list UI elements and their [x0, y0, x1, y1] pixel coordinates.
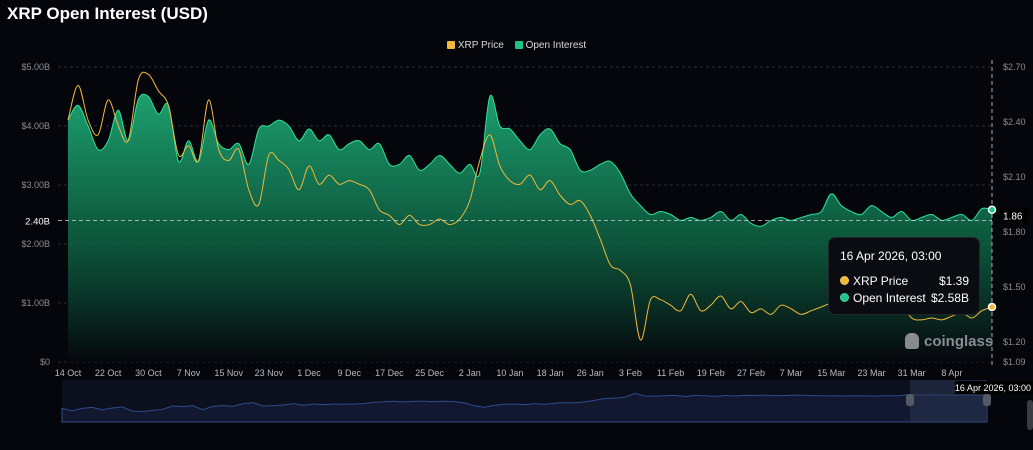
x-tick-label: 17 Dec — [375, 368, 404, 378]
navigator-handle[interactable] — [983, 394, 991, 406]
right-tick-label: $2.40 — [1003, 117, 1026, 127]
x-tick-label: 1 Dec — [297, 368, 321, 378]
x-tick-label: 7 Nov — [177, 368, 201, 378]
x-tick-label: 14 Oct — [55, 368, 82, 378]
right-tick-label: $1.09 — [1003, 357, 1026, 367]
x-tick-label: 19 Feb — [697, 368, 725, 378]
oi-hover-marker — [987, 205, 997, 215]
x-tick-label: 3 Feb — [619, 368, 642, 378]
x-tick-label: 10 Jan — [496, 368, 523, 378]
x-tick-label: 7 Mar — [780, 368, 803, 378]
x-tick-label: 18 Jan — [537, 368, 564, 378]
x-tick-label: 23 Nov — [255, 368, 284, 378]
crosshair-left-label-bg — [20, 212, 54, 229]
tooltip-date: 16 Apr 2026, 03:00 — [840, 249, 942, 263]
left-tick-label: $5.00B — [21, 62, 50, 72]
coinglass-watermark: coinglass — [905, 333, 993, 350]
x-tick-label: 31 Mar — [898, 368, 926, 378]
crosshair-right-label-bg — [998, 207, 1028, 223]
left-tick-label: $3.00B — [21, 180, 50, 190]
right-tick-label: $1.50 — [1003, 282, 1026, 292]
oi-area — [68, 94, 992, 362]
x-tick-label: 2 Jan — [459, 368, 481, 378]
left-tick-label: $0 — [40, 357, 50, 367]
legend-item-oi[interactable]: Open Interest — [514, 40, 586, 51]
x-tick-label: 22 Oct — [95, 368, 122, 378]
price-swatch-icon — [446, 41, 455, 49]
crosshair-x-label-bg — [955, 381, 1033, 394]
scrollbar[interactable] — [1027, 400, 1033, 430]
left-tick-label: $2.00B — [21, 239, 50, 249]
x-tick-label: 9 Dec — [337, 368, 361, 378]
page-title: XRP Open Interest (USD) — [7, 4, 208, 23]
legend: XRP Price Open Interest — [0, 40, 1033, 51]
x-tick-label: 15 Mar — [817, 368, 845, 378]
crosshair-x-label: 16 Apr 2026, 03:00 — [955, 383, 1031, 393]
x-tick-label: 11 Feb — [657, 368, 684, 378]
coinglass-logo-icon — [905, 333, 919, 349]
right-tick-label: $2.70 — [1003, 62, 1026, 72]
left-tick-label: $4.00B — [21, 121, 50, 131]
right-tick-label: $2.10 — [1003, 172, 1026, 182]
x-tick-label: 26 Jan — [577, 368, 604, 378]
oi-dot-icon — [840, 293, 849, 302]
x-tick-label: 15 Nov — [214, 368, 243, 378]
x-tick-label: 25 Dec — [415, 368, 444, 378]
tooltip: 16 Apr 2026, 03:00 XRP Price $1.39 Open I… — [828, 237, 980, 315]
navigator-series — [61, 392, 988, 423]
crosshair-right-label: 1.86 — [1003, 211, 1023, 222]
oi-swatch-icon — [514, 41, 523, 49]
left-tick-label: $1.00B — [21, 298, 50, 308]
tooltip-row-price: XRP Price $1.39 — [840, 274, 969, 288]
navigator-handle[interactable] — [906, 394, 914, 406]
x-tick-label: 8 Apr — [941, 368, 962, 378]
price-hover-marker — [987, 302, 997, 312]
crosshair-left-label: 2.40B — [25, 216, 50, 227]
tooltip-row-oi: Open Interest $2.58B — [840, 291, 969, 305]
x-tick-label: 23 Mar — [857, 368, 885, 378]
right-tick-label: $1.80 — [1003, 227, 1026, 237]
price-dot-icon — [840, 276, 849, 285]
x-tick-label: 27 Feb — [737, 368, 765, 378]
oi-line — [67, 93, 993, 227]
legend-item-price[interactable]: XRP Price — [446, 40, 504, 51]
right-tick-label: $1.20 — [1003, 337, 1026, 347]
x-tick-label: 30 Oct — [135, 368, 162, 378]
